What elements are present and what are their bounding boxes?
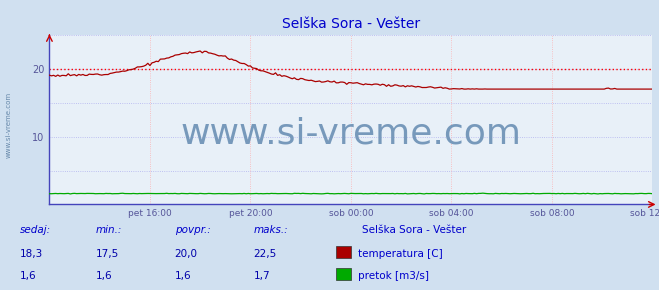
Text: temperatura [C]: temperatura [C] [358, 249, 444, 259]
Text: 1,6: 1,6 [96, 271, 112, 281]
Text: Selška Sora - Vešter: Selška Sora - Vešter [362, 225, 467, 235]
Text: 22,5: 22,5 [254, 249, 277, 259]
Text: 1,7: 1,7 [254, 271, 270, 281]
Text: www.si-vreme.com: www.si-vreme.com [5, 92, 11, 158]
Text: min.:: min.: [96, 225, 122, 235]
Text: maks.:: maks.: [254, 225, 289, 235]
Text: www.si-vreme.com: www.si-vreme.com [181, 116, 521, 150]
Text: pretok [m3/s]: pretok [m3/s] [358, 271, 430, 281]
Text: 18,3: 18,3 [20, 249, 43, 259]
Text: 1,6: 1,6 [20, 271, 36, 281]
Text: sedaj:: sedaj: [20, 225, 51, 235]
Text: povpr.:: povpr.: [175, 225, 210, 235]
Title: Selška Sora - Vešter: Selška Sora - Vešter [282, 17, 420, 31]
Text: 1,6: 1,6 [175, 271, 191, 281]
Text: 20,0: 20,0 [175, 249, 198, 259]
Text: 17,5: 17,5 [96, 249, 119, 259]
